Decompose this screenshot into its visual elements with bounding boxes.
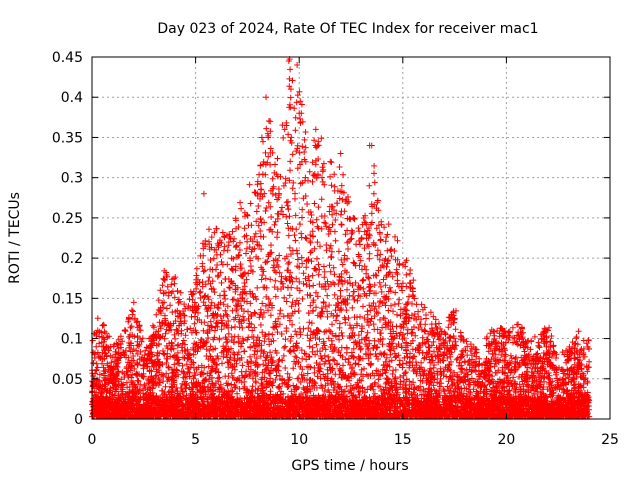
y-tick-label: 0.1 bbox=[61, 332, 83, 348]
y-tick-label: 0.45 bbox=[52, 50, 83, 66]
y-axis-ticks: 0 0.05 0.1 0.15 0.2 0.25 0.3 0.35 0.4 0.45 bbox=[52, 50, 610, 428]
peak-point bbox=[312, 126, 319, 133]
peak-point bbox=[258, 134, 265, 141]
x-axis-label: GPS time / hours bbox=[291, 458, 408, 474]
peak-point bbox=[281, 126, 288, 133]
peak-point bbox=[296, 110, 303, 117]
peak-point bbox=[287, 86, 294, 93]
peak-point bbox=[302, 174, 309, 181]
x-tick-label: 0 bbox=[88, 432, 97, 448]
peak-point bbox=[368, 142, 375, 149]
peak-point bbox=[318, 174, 325, 181]
x-tick-label: 15 bbox=[394, 432, 412, 448]
x-tick-label: 5 bbox=[191, 432, 200, 448]
plot-frame bbox=[91, 56, 611, 420]
y-tick-label: 0.35 bbox=[52, 130, 83, 146]
peak-point bbox=[294, 62, 301, 69]
x-tick-label: 10 bbox=[290, 432, 308, 448]
peak-point bbox=[337, 150, 344, 157]
data-points bbox=[89, 56, 593, 420]
peak-point bbox=[285, 58, 292, 65]
scatter-points bbox=[89, 56, 593, 420]
y-tick-label: 0 bbox=[74, 412, 83, 428]
chart-title: Day 023 of 2024, Rate Of TEC Index for r… bbox=[157, 21, 538, 37]
x-tick-label: 25 bbox=[601, 432, 619, 448]
peak-point bbox=[267, 118, 274, 125]
y-tick-label: 0.2 bbox=[61, 251, 83, 267]
x-axis-ticks: 0 5 10 15 20 25 bbox=[88, 57, 619, 448]
y-tick-label: 0.15 bbox=[52, 291, 83, 307]
x-tick-label: 20 bbox=[497, 432, 515, 448]
y-tick-label: 0.25 bbox=[52, 211, 83, 227]
peak-point bbox=[327, 158, 334, 165]
peak-point bbox=[200, 190, 207, 197]
y-tick-label: 0.05 bbox=[52, 372, 83, 388]
y-tick-label: 0.4 bbox=[61, 90, 83, 106]
peak-point bbox=[265, 134, 272, 141]
y-axis-label: ROTI / TECUs bbox=[7, 192, 23, 284]
peak-point bbox=[263, 94, 270, 101]
y-tick-label: 0.3 bbox=[61, 171, 83, 187]
